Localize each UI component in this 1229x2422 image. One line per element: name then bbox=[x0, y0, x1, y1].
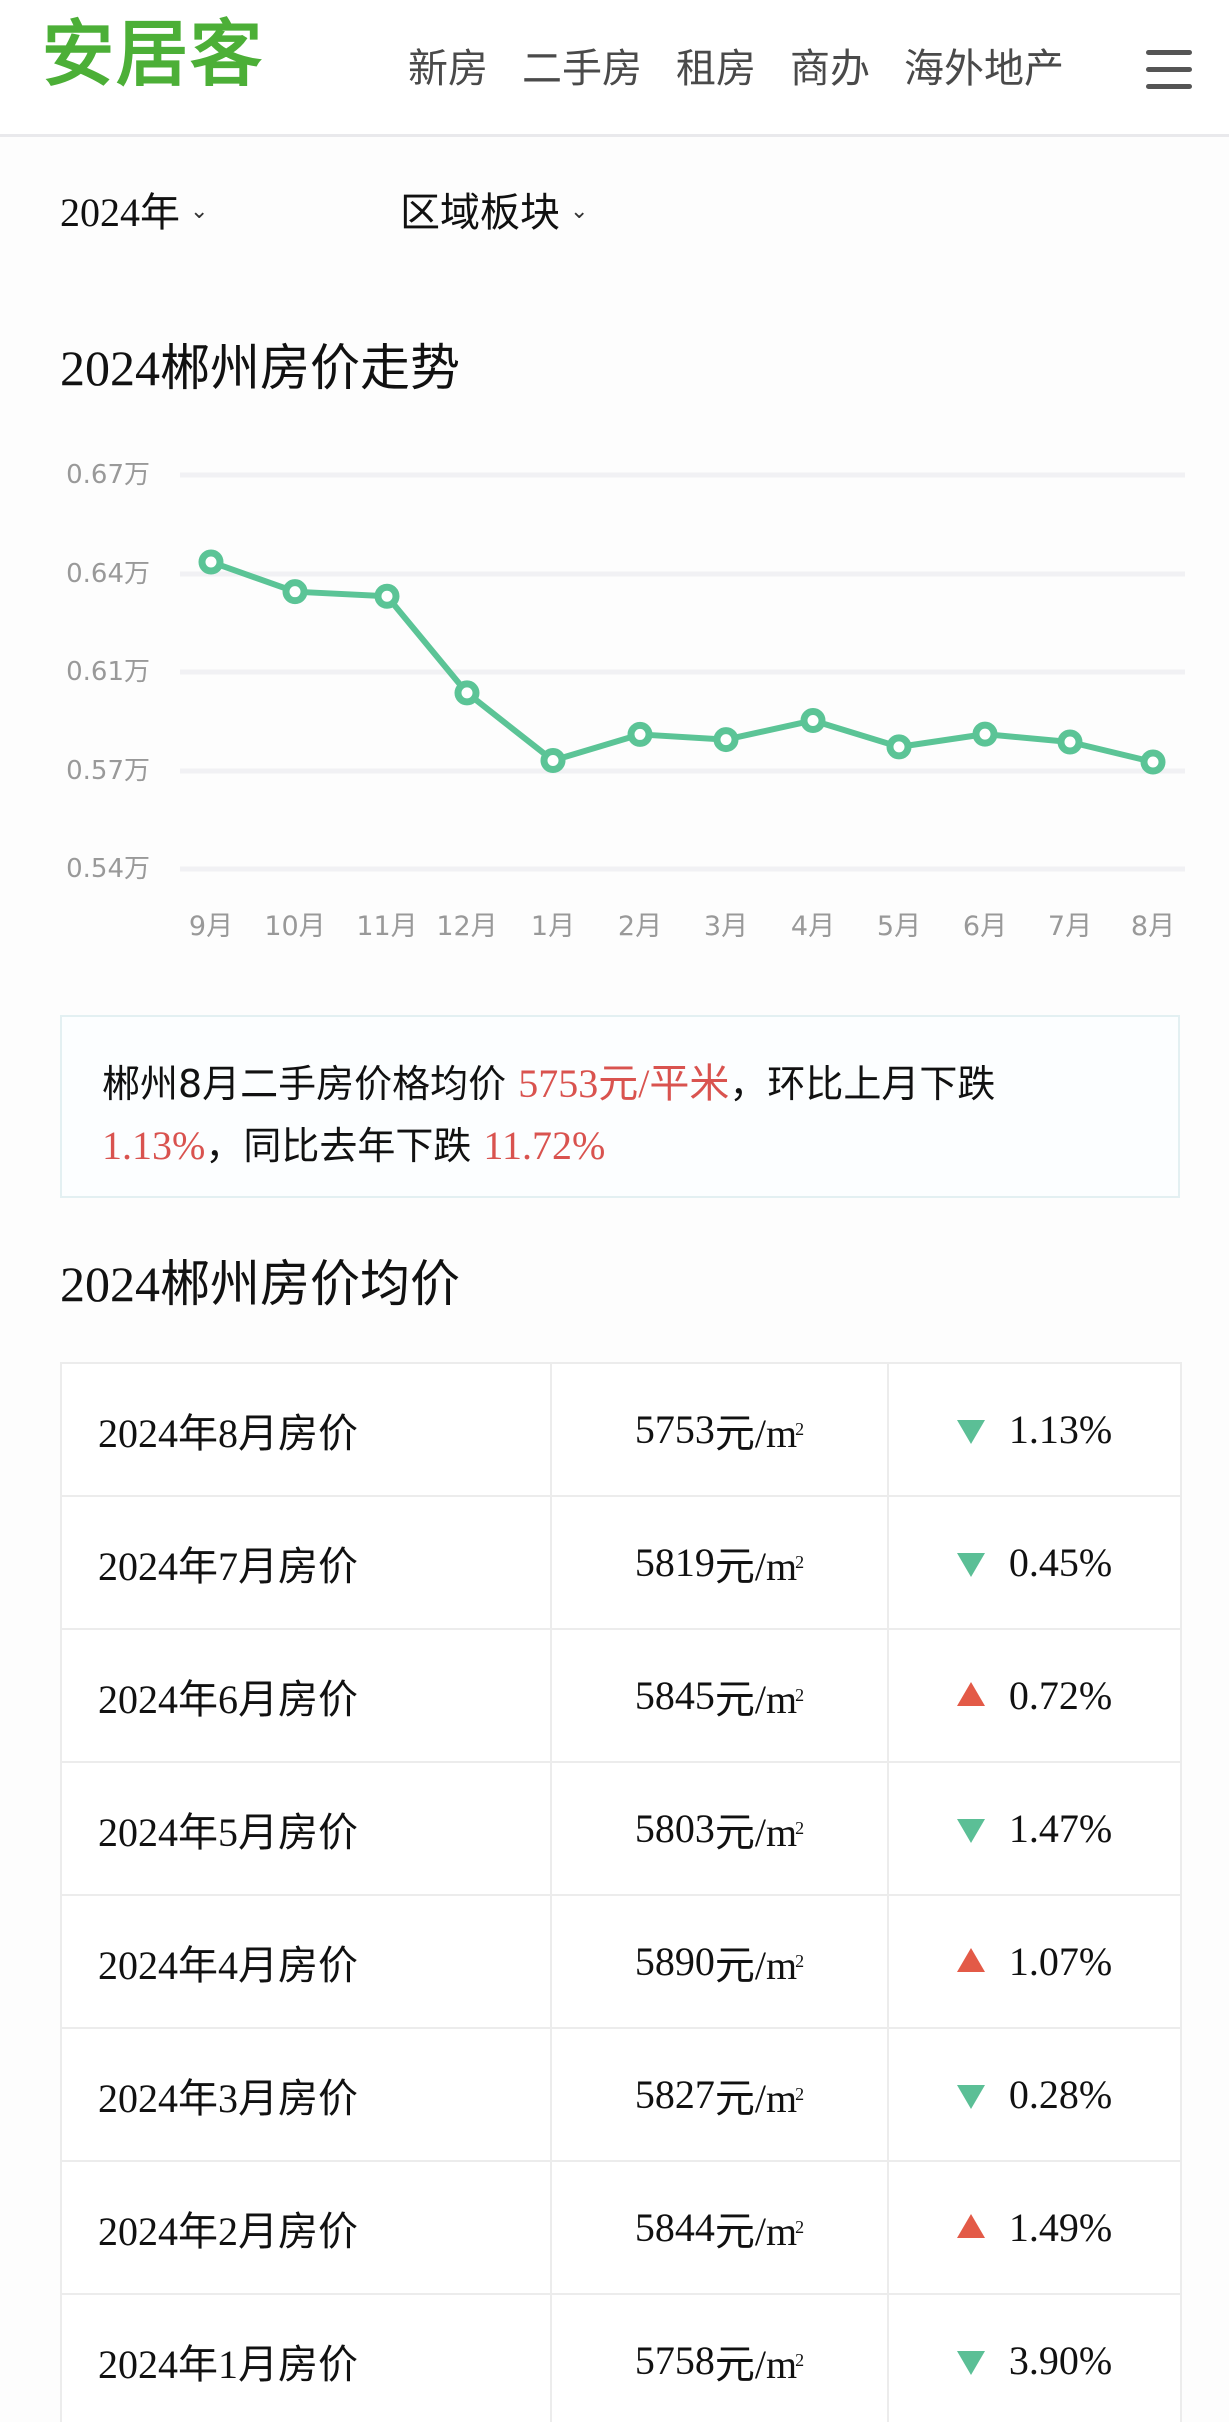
nav-second-hand[interactable]: 二手房 bbox=[522, 46, 642, 92]
data-point[interactable] bbox=[454, 680, 480, 706]
arrow-down-icon bbox=[956, 2084, 985, 2109]
chevron-down-icon: ⌄ bbox=[190, 198, 209, 224]
x-axis-tick: 12月 bbox=[436, 911, 498, 942]
trend-section-title: 2024郴州房价走势 bbox=[60, 340, 460, 396]
logo-text: 安居客 bbox=[42, 12, 265, 96]
data-point[interactable] bbox=[374, 583, 400, 609]
nav-overseas[interactable]: 海外地产 bbox=[904, 46, 1064, 92]
month-label: 2024年6月房价 bbox=[62, 1630, 552, 1761]
price-value: 5844 元/m 2 bbox=[552, 2162, 889, 2293]
y-axis-tick: 0.67万 bbox=[66, 460, 150, 490]
x-axis-tick: 8月 bbox=[1130, 911, 1176, 942]
x-axis-tick: 3月 bbox=[703, 911, 749, 942]
y-axis-tick: 0.54万 bbox=[66, 854, 150, 884]
price-line bbox=[209, 559, 1154, 765]
month-label: 2024年7月房价 bbox=[62, 1497, 552, 1628]
x-axis-tick: 6月 bbox=[962, 911, 1008, 942]
change-value: 1.47% bbox=[889, 1763, 1182, 1894]
month-label: 2024年1月房价 bbox=[62, 2295, 552, 2422]
data-point[interactable] bbox=[627, 721, 653, 747]
x-axis-tick: 2月 bbox=[617, 911, 663, 942]
x-axis-tick: 11月 bbox=[356, 911, 418, 942]
data-point[interactable] bbox=[972, 721, 998, 747]
anjuke-logo[interactable]: 安居客 bbox=[42, 14, 264, 94]
average-price-section-title: 2024郴州房价均价 bbox=[60, 1256, 460, 1312]
data-point[interactable] bbox=[1140, 749, 1166, 775]
table-row[interactable]: 2024年2月房价 5844 元/m 2 1.49% bbox=[62, 2162, 1182, 2295]
x-axis-tick: 7月 bbox=[1047, 911, 1093, 942]
summary-yoy-change: 11.72% bbox=[483, 1123, 606, 1168]
price-value: 5753 元/m 2 bbox=[552, 1364, 889, 1495]
year-dropdown-label: 2024年 bbox=[60, 190, 180, 235]
table-row[interactable]: 2024年5月房价 5803 元/m 2 1.47% bbox=[62, 1763, 1182, 1896]
change-value: 1.07% bbox=[889, 1896, 1182, 2027]
price-value: 5890 元/m 2 bbox=[552, 1896, 889, 2027]
main-nav: 新房 二手房 租房 商办 海外地产 bbox=[408, 38, 1098, 100]
top-header: 安居客 新房 二手房 租房 商办 海外地产 bbox=[0, 0, 1229, 137]
table-row[interactable]: 2024年7月房价 5819 元/m 2 0.45% bbox=[62, 1497, 1182, 1630]
x-axis-tick: 1月 bbox=[530, 911, 576, 942]
filter-bar: 2024年 ⌄ 区域板块 ⌄ bbox=[60, 180, 1180, 240]
summary-mom-change: 1.13% bbox=[102, 1123, 206, 1168]
table-row[interactable]: 2024年8月房价 5753 元/m 2 1.13% bbox=[62, 1364, 1182, 1497]
price-value: 5845 元/m 2 bbox=[552, 1630, 889, 1761]
hamburger-menu-icon[interactable] bbox=[1146, 50, 1192, 90]
region-dropdown-label: 区域板块 bbox=[400, 190, 560, 235]
table-row[interactable]: 2024年1月房价 5758 元/m 2 3.90% bbox=[62, 2295, 1182, 2422]
data-point[interactable] bbox=[886, 734, 912, 760]
table-row[interactable]: 2024年4月房价 5890 元/m 2 1.07% bbox=[62, 1896, 1182, 2029]
change-value: 1.13% bbox=[889, 1364, 1182, 1495]
data-point[interactable] bbox=[282, 579, 308, 605]
nav-new-homes[interactable]: 新房 bbox=[408, 46, 488, 92]
line-chart-canvas bbox=[180, 472, 1185, 872]
arrow-down-icon bbox=[956, 1419, 985, 1444]
price-trend-chart: 0.67万 0.64万 0.61万 0.57万 0.54万 9月 10月 11月 12月 1月 2月… bbox=[0, 440, 1229, 960]
y-axis-tick: 0.57万 bbox=[66, 756, 150, 786]
nav-rent[interactable]: 租房 bbox=[676, 46, 756, 92]
x-axis-tick: 9月 bbox=[188, 911, 234, 942]
monthly-price-table: 2024年8月房价 5753 元/m 2 1.13% 2024年7月房价 5819 元/m 2 0… bbox=[60, 1362, 1182, 2422]
x-axis-tick: 5月 bbox=[876, 911, 922, 942]
month-label: 2024年8月房价 bbox=[62, 1364, 552, 1495]
price-value: 5827 元/m 2 bbox=[552, 2029, 889, 2160]
month-label: 2024年5月房价 bbox=[62, 1763, 552, 1894]
change-value: 0.28% bbox=[889, 2029, 1182, 2160]
data-point[interactable] bbox=[198, 549, 224, 575]
table-row[interactable]: 2024年6月房价 5845 元/m 2 0.72% bbox=[62, 1630, 1182, 1763]
month-label: 2024年3月房价 bbox=[62, 2029, 552, 2160]
summary-avg-price: 5753元/平米 bbox=[518, 1061, 730, 1106]
change-value: 3.90% bbox=[889, 2295, 1182, 2422]
change-value: 1.49% bbox=[889, 2162, 1182, 2293]
data-point[interactable] bbox=[540, 747, 566, 773]
y-axis-tick: 0.64万 bbox=[66, 559, 150, 589]
x-axis-tick: 10月 bbox=[264, 911, 326, 942]
arrow-up-icon bbox=[956, 1681, 985, 1706]
price-value: 5819 元/m 2 bbox=[552, 1497, 889, 1628]
arrow-down-icon bbox=[956, 1552, 985, 1577]
arrow-up-icon bbox=[956, 2213, 985, 2238]
x-axis-tick: 4月 bbox=[790, 911, 836, 942]
arrow-up-icon bbox=[956, 1947, 985, 1972]
nav-commercial[interactable]: 商办 bbox=[790, 46, 870, 92]
arrow-down-icon bbox=[956, 2350, 985, 2375]
chevron-down-icon: ⌄ bbox=[570, 198, 589, 224]
summary-text: 郴州8月二手房价格均价 5753元/平米，环比上月下跌 1.13%，同比去年下跌… bbox=[102, 1061, 996, 1168]
y-axis-tick: 0.61万 bbox=[66, 657, 150, 687]
price-value: 5803 元/m 2 bbox=[552, 1763, 889, 1894]
data-point[interactable] bbox=[800, 707, 826, 733]
data-point[interactable] bbox=[1057, 729, 1083, 755]
month-label: 2024年4月房价 bbox=[62, 1896, 552, 2027]
arrow-down-icon bbox=[956, 1818, 985, 1843]
price-summary-box: 郴州8月二手房价格均价 5753元/平米，环比上月下跌 1.13%，同比去年下跌… bbox=[60, 1015, 1180, 1198]
data-point[interactable] bbox=[713, 727, 739, 753]
change-value: 0.72% bbox=[889, 1630, 1182, 1761]
month-label: 2024年2月房价 bbox=[62, 2162, 552, 2293]
table-row[interactable]: 2024年3月房价 5827 元/m 2 0.28% bbox=[62, 2029, 1182, 2162]
change-value: 0.45% bbox=[889, 1497, 1182, 1628]
year-dropdown[interactable]: 2024年 ⌄ bbox=[60, 180, 208, 238]
price-value: 5758 元/m 2 bbox=[552, 2295, 889, 2422]
region-dropdown[interactable]: 区域板块 ⌄ bbox=[400, 180, 588, 238]
